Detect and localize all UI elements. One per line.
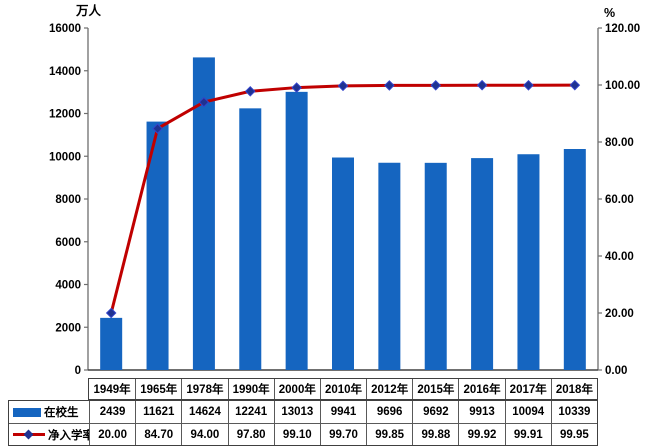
bar bbox=[517, 154, 540, 370]
bar bbox=[332, 157, 354, 370]
right-axis-tick-label: 120.00 bbox=[605, 23, 640, 35]
right-axis-tick-label: 60.00 bbox=[605, 194, 634, 206]
bar-series bbox=[100, 57, 586, 371]
rate-value-cell: 99.95 bbox=[550, 423, 597, 445]
enrollment-value-cell: 12241 bbox=[227, 401, 274, 423]
diamond-marker bbox=[198, 96, 210, 108]
enrollment-value-cell: 14624 bbox=[181, 401, 227, 423]
bar bbox=[378, 162, 401, 370]
left-axis-title: 万人 bbox=[75, 3, 102, 18]
year-header-cell: 2010年 bbox=[319, 379, 366, 399]
line-series bbox=[105, 79, 581, 319]
year-header-cell: 1990年 bbox=[227, 379, 274, 399]
bar bbox=[192, 57, 215, 371]
enrollment-value-cell: 9696 bbox=[366, 401, 412, 423]
enrollment-value-cell: 9913 bbox=[458, 401, 504, 423]
year-header-cell: 1978年 bbox=[181, 379, 227, 399]
left-axis-tick-label: 6000 bbox=[55, 237, 81, 249]
year-header-cell: 1949年 bbox=[93, 384, 131, 396]
right-axis-tick-label: 100.00 bbox=[605, 80, 640, 92]
diamond-marker bbox=[569, 79, 581, 91]
diamond-marker bbox=[337, 80, 349, 92]
year-header-cell: 2012年 bbox=[366, 379, 412, 399]
year-header-cell: 2000年 bbox=[273, 379, 320, 399]
right-axis-tick-label: 40.00 bbox=[605, 251, 634, 263]
diamond-marker bbox=[244, 85, 256, 97]
enrollment-value-cell: 10094 bbox=[504, 401, 551, 423]
legend-line-swatch-icon bbox=[13, 429, 45, 440]
enrollment-value-cell: 9692 bbox=[412, 401, 458, 423]
left-axis-tick-label: 16000 bbox=[49, 23, 81, 35]
axis-tick-labels: 0 2000 4000 6000 8000 10000 12000 14000 16000 0.0… bbox=[49, 23, 640, 377]
bar bbox=[146, 121, 169, 370]
left-axis-tick-label: 8000 bbox=[55, 194, 81, 206]
bar bbox=[239, 108, 262, 370]
rate-value-cell: 99.70 bbox=[319, 423, 367, 445]
diamond-marker bbox=[105, 307, 117, 319]
bar bbox=[424, 162, 447, 370]
left-axis-tick-label: 12000 bbox=[49, 109, 81, 121]
data-table-values: 在校生 2439 11621 14624 12241 13013 9941 9696 9692 9… bbox=[8, 400, 598, 446]
right-axis-tick-label: 80.00 bbox=[605, 137, 634, 149]
legend-cell: 在校生 bbox=[9, 401, 89, 423]
year-header-cell: 2018年 bbox=[550, 379, 597, 399]
bar bbox=[100, 317, 123, 370]
enrollment-value-cell: 11621 bbox=[135, 401, 181, 423]
bar bbox=[471, 158, 494, 370]
rate-value-cell: 94.00 bbox=[181, 423, 228, 445]
right-axis-tick-label: 20.00 bbox=[605, 308, 634, 320]
diamond-marker bbox=[152, 123, 163, 134]
legend-label: 在校生 bbox=[44, 407, 79, 419]
year-header-cell: 2016年 bbox=[458, 379, 504, 399]
diamond-marker bbox=[523, 79, 534, 91]
left-axis-tick-label: 2000 bbox=[55, 322, 81, 334]
bar bbox=[285, 91, 308, 371]
enrollment-value-cell: 2439 bbox=[89, 401, 135, 423]
left-axis-tick-label: 14000 bbox=[49, 66, 81, 78]
left-axis-tick-label: 10000 bbox=[49, 151, 81, 163]
data-table-year-header-row: 1949年 1965年 1978年 1990年 2000年 2010年 2012年 2015年… bbox=[88, 378, 598, 400]
legend-bar-swatch-icon bbox=[13, 407, 41, 417]
diamond-marker bbox=[430, 80, 442, 91]
enrollment-value-cell: 9941 bbox=[319, 401, 366, 423]
legend-label: 净入学率 bbox=[48, 429, 89, 442]
rate-value-cell: 97.80 bbox=[227, 423, 274, 445]
rate-value-cell: 99.92 bbox=[458, 423, 505, 445]
diamond-marker bbox=[384, 80, 395, 91]
bar bbox=[563, 149, 586, 370]
rate-value-cell: 20.00 bbox=[89, 423, 136, 445]
legend-cell: 净入学率 bbox=[9, 423, 89, 445]
rate-value-cell: 99.88 bbox=[412, 423, 459, 445]
year-header-cell: 2017年 bbox=[504, 379, 551, 399]
left-axis-tick-label: 4000 bbox=[55, 280, 81, 292]
left-axis-tick-label: 0 bbox=[75, 365, 81, 377]
diamond-marker bbox=[291, 82, 302, 93]
diamond-marker bbox=[476, 79, 488, 91]
right-axis-title: % bbox=[604, 6, 615, 20]
rate-value-cell: 99.91 bbox=[504, 423, 551, 445]
rate-value-cell: 99.85 bbox=[366, 423, 413, 445]
year-header-cell: 2015年 bbox=[412, 379, 458, 399]
enrollment-value-cell: 13013 bbox=[273, 401, 320, 423]
rate-value-cell: 99.10 bbox=[273, 423, 320, 445]
right-axis-tick-label: 0.00 bbox=[605, 365, 627, 377]
rate-value-cell: 84.70 bbox=[135, 423, 182, 445]
enrollment-value-cell: 10339 bbox=[550, 401, 597, 423]
year-header-cell: 1965年 bbox=[135, 379, 181, 399]
chart-plot-area: 万人 % 0 2000 4000 6000 8000 10000 12000 14000 160… bbox=[49, 3, 640, 377]
